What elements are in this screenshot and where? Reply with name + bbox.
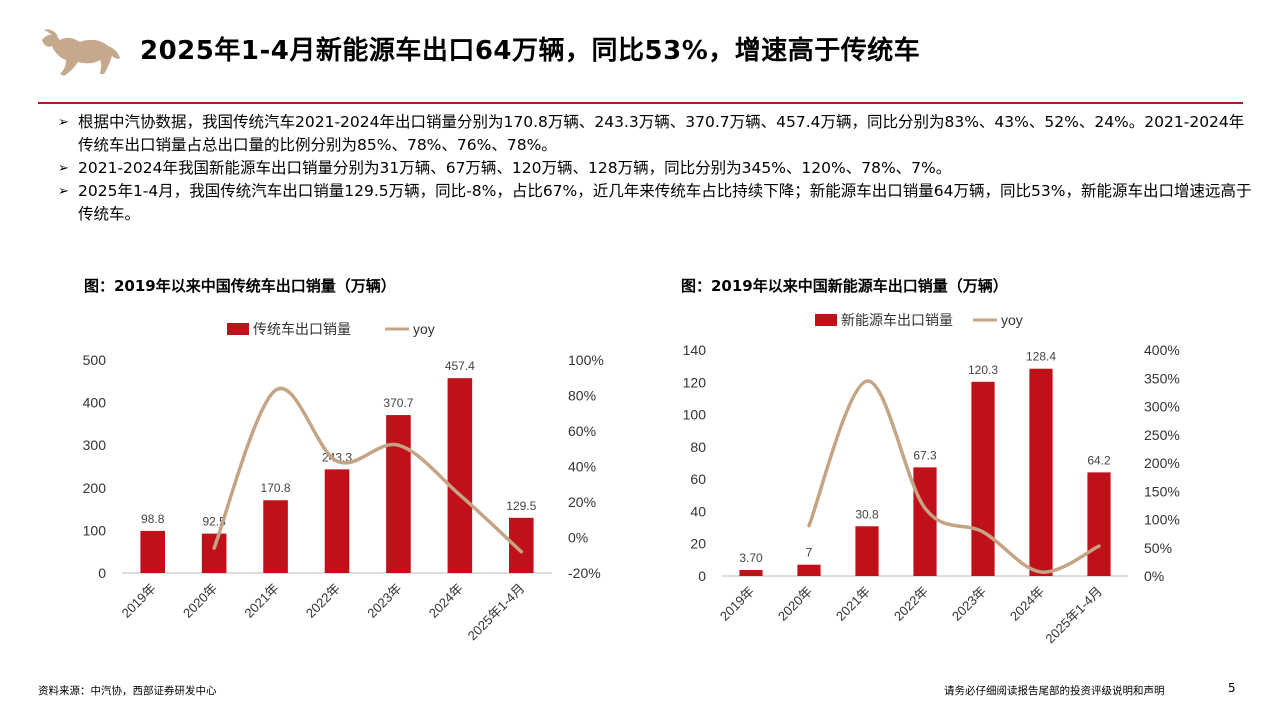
x-tick-label: 2024年 <box>1007 584 1047 624</box>
bullet-item: ➢ 2025年1-4月，我国传统汽车出口销量129.5万辆，同比-8%，占比67… <box>58 180 1258 226</box>
y-tick-label: 100 <box>83 522 107 538</box>
x-tick-label: 2020年 <box>775 584 815 624</box>
yoy-line <box>212 386 524 554</box>
bullet-text: 2021-2024年我国新能源车出口销量分别为31万辆、67万辆、120万辆、1… <box>78 159 952 177</box>
y2-tick-label: 200% <box>1144 455 1180 471</box>
legend-label: 传统车出口销量 <box>253 321 351 337</box>
bar <box>386 415 411 573</box>
y2-tick-label: 350% <box>1144 370 1180 386</box>
bar <box>1029 368 1053 576</box>
bar <box>263 500 288 573</box>
y-tick-label: 200 <box>83 480 107 496</box>
bar <box>1087 472 1111 576</box>
title-divider <box>38 102 1243 104</box>
x-tick-label: 2019年 <box>119 581 159 621</box>
bullet-item: ➢ 根据中汽协数据，我国传统汽车2021-2024年出口销量分别为170.8万辆… <box>58 111 1258 157</box>
chart-title: 图：2019年以来中国新能源车出口销量（万辆） <box>681 277 1008 295</box>
bullet-list: ➢ 根据中汽协数据，我国传统汽车2021-2024年出口销量分别为170.8万辆… <box>58 111 1258 226</box>
y-tick-label: 120 <box>683 374 707 390</box>
bar <box>971 381 995 576</box>
bar-value-label: 370.7 <box>383 396 413 410</box>
nev-export-chart: 0 20 40 60 80 100 120 140 0% 50% 100% 150% 200% 250% 3… <box>683 312 1180 647</box>
y-tick-label: 400 <box>83 395 107 411</box>
y2-tick-label: 100% <box>1144 512 1180 528</box>
bar <box>913 467 937 576</box>
bar <box>201 533 227 573</box>
legend-label: 新能源车出口销量 <box>841 312 953 328</box>
y-tick-label: 20 <box>690 536 706 552</box>
y2-tick-label: 60% <box>568 423 596 439</box>
legend-label: yoy <box>413 321 435 337</box>
y2-tick-label: 150% <box>1144 483 1180 499</box>
bullet-item: ➢ 2021-2024年我国新能源车出口销量分别为31万辆、67万辆、120万辆… <box>58 157 1258 180</box>
y2-tick-label: 0% <box>568 530 588 546</box>
bull-logo <box>42 29 120 76</box>
y-tick-label: 300 <box>83 437 107 453</box>
x-tick-label: 2025年1-4月 <box>1042 584 1105 647</box>
ice-export-chart: 0 100 200 300 400 500 -20% 0% 20% 40% 60% 80% 100% 98… <box>83 321 604 644</box>
bar-value-label: 64.2 <box>1087 453 1111 467</box>
chart-title: 图：2019年以来中国传统车出口销量（万辆） <box>84 277 396 295</box>
y-tick-label: 0 <box>98 565 106 581</box>
bar-value-label: 457.4 <box>445 359 475 373</box>
bar <box>140 530 165 573</box>
bar-value-label: 120.3 <box>968 363 998 377</box>
y2-tick-label: 20% <box>568 494 596 510</box>
x-tick-label: 2025年1-4月 <box>465 581 528 644</box>
legend-bar-swatch <box>815 314 837 326</box>
bar <box>739 570 763 576</box>
bar <box>797 564 821 576</box>
x-tick-label: 2022年 <box>891 584 931 624</box>
bar-value-label: 3.70 <box>739 551 763 565</box>
legend-bar-swatch <box>227 323 249 335</box>
arrow-bullet-icon: ➢ <box>58 115 69 130</box>
bar-value-label: 7 <box>806 546 813 560</box>
y-tick-label: 40 <box>690 503 706 519</box>
bar <box>447 378 473 573</box>
x-tick-label: 2022年 <box>303 581 343 621</box>
y-tick-label: 140 <box>683 342 707 358</box>
page-title: 2025年1-4月新能源车出口64万辆，同比53%，增速高于传统车 <box>140 36 921 66</box>
bar-value-label: 67.3 <box>913 448 937 462</box>
y2-tick-label: 300% <box>1144 399 1180 415</box>
x-tick-label: 2019年 <box>717 584 757 624</box>
y-tick-label: 100 <box>683 407 707 423</box>
source-note: 资料来源：中汽协，西部证券研发中心 <box>38 685 217 697</box>
yoy-line <box>807 379 1101 574</box>
bar-value-label: 129.5 <box>506 499 536 513</box>
arrow-bullet-icon: ➢ <box>58 184 69 199</box>
x-tick-label: 2023年 <box>949 584 989 624</box>
bullet-text: 根据中汽协数据，我国传统汽车2021-2024年出口销量分别为170.8万辆、2… <box>78 113 1245 154</box>
y2-tick-label: 100% <box>568 352 604 368</box>
y2-tick-label: 80% <box>568 388 596 404</box>
y2-tick-label: 400% <box>1144 342 1180 358</box>
disclaimer-note: 请务必仔细阅读报告尾部的投资评级说明和声明 <box>944 685 1165 697</box>
y2-tick-label: 0% <box>1144 568 1164 584</box>
y2-tick-label: 250% <box>1144 427 1180 443</box>
x-tick-label: 2020年 <box>180 581 220 621</box>
y2-tick-label: -20% <box>568 565 601 581</box>
legend-label: yoy <box>1001 312 1023 328</box>
bar-value-label: 30.8 <box>855 507 879 521</box>
x-tick-label: 2021年 <box>241 581 281 621</box>
bar-value-label: 170.8 <box>261 481 291 495</box>
x-tick-label: 2023年 <box>364 581 404 621</box>
bullet-text: 2025年1-4月，我国传统汽车出口销量129.5万辆，同比-8%，占比67%，… <box>78 182 1252 223</box>
bar-value-label: 98.8 <box>141 512 165 526</box>
y2-tick-label: 40% <box>568 459 596 475</box>
y-tick-label: 500 <box>83 352 107 368</box>
bar <box>855 526 879 576</box>
y2-tick-label: 50% <box>1144 540 1172 556</box>
bar-value-label: 128.4 <box>1026 350 1056 364</box>
y-tick-label: 60 <box>690 471 706 487</box>
y-tick-label: 0 <box>698 568 706 584</box>
arrow-bullet-icon: ➢ <box>58 161 69 176</box>
x-tick-label: 2024年 <box>426 581 466 621</box>
x-tick-label: 2021年 <box>833 584 873 624</box>
y-tick-label: 80 <box>690 439 706 455</box>
bar <box>324 469 350 573</box>
page-number: 5 <box>1228 681 1236 695</box>
